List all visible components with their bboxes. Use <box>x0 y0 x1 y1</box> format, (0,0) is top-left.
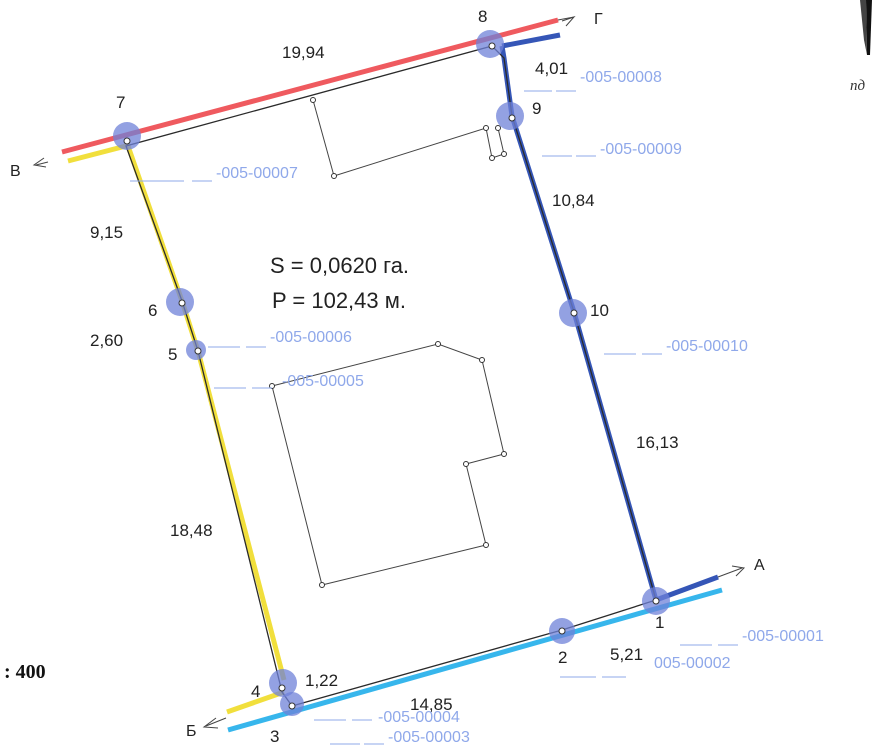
point-label-7: 7 <box>116 93 125 112</box>
arrow-v-line <box>35 161 49 166</box>
point-marker-8 <box>476 30 504 58</box>
distance-4-5: 18,48 <box>170 521 213 540</box>
point-marker-2 <box>549 618 575 644</box>
arrow-b-line <box>205 717 227 727</box>
point-label-2: 2 <box>558 648 567 667</box>
red-boundary-line <box>61 17 559 155</box>
point-code-1: -005-00001 <box>742 628 824 645</box>
arrow-a-icon <box>731 565 746 577</box>
distance-7-8: 19,94 <box>282 43 325 62</box>
point-marker-10 <box>559 299 587 327</box>
arrow-v-icon <box>32 157 47 168</box>
point-marker-9 <box>496 102 524 130</box>
point-code-9: -005-00009 <box>600 141 682 158</box>
direction-label-v: В <box>10 163 21 180</box>
cyan-boundary-line <box>227 587 723 733</box>
point-marker-5 <box>186 340 206 360</box>
distance-10-1: 16,13 <box>636 433 679 452</box>
point-marker-6 <box>166 288 194 316</box>
point-code-2: 005-00002 <box>654 655 731 672</box>
distance-1-2: 5,21 <box>610 645 643 664</box>
arrow-g-line <box>557 16 575 21</box>
distance-2-3: 14,85 <box>410 695 453 714</box>
building-outline-lower <box>271 343 505 586</box>
distance-8-9: 4,01 <box>535 59 568 78</box>
distance-3-4: 1,22 <box>305 671 338 690</box>
arrow-b-icon <box>202 717 219 729</box>
point-code-6: -005-00006 <box>270 329 352 346</box>
point-code-3: -005-00003 <box>388 729 470 746</box>
perimeter-label: P = 102,43 м. <box>272 288 406 313</box>
building-vertices <box>269 97 507 588</box>
distance-5-6: 2,60 <box>90 331 123 350</box>
point-code-4: -005-00004 <box>378 709 460 726</box>
yellow-boundary-tick <box>226 689 285 715</box>
yellow-boundary-line <box>67 143 287 681</box>
direction-label-g: Г <box>594 11 603 28</box>
point-code-5: -005-00005 <box>282 373 364 390</box>
point-marker-7 <box>113 122 141 150</box>
building-outline-upper <box>312 99 505 177</box>
point-label-6: 6 <box>148 301 157 320</box>
point-label-1: 1 <box>655 613 664 632</box>
point-marker-1 <box>642 587 670 615</box>
distance-9-10: 10,84 <box>552 191 595 210</box>
point-label-3: 3 <box>270 727 279 746</box>
point-label-9: 9 <box>532 99 541 118</box>
direction-label-a: А <box>754 557 765 574</box>
area-label: S = 0,0620 га. <box>270 253 409 278</box>
point-label-5: 5 <box>168 345 177 364</box>
direction-label-b: Б <box>186 723 197 740</box>
north-arrow-icon <box>860 0 872 55</box>
north-label-fragment: пд <box>850 78 866 94</box>
point-marker-4 <box>269 669 297 697</box>
distance-6-7: 9,15 <box>90 223 123 242</box>
arrow-a-line <box>717 567 743 578</box>
point-label-8: 8 <box>478 7 487 26</box>
point-label-4: 4 <box>251 682 260 701</box>
scale-label: : 400 <box>4 661 46 683</box>
point-code-10: -005-00010 <box>666 338 748 355</box>
blue-boundary-line <box>501 32 561 49</box>
point-label-10: 10 <box>590 301 609 320</box>
point-marker-3 <box>280 692 304 716</box>
point-code-7: -005-00007 <box>216 165 298 182</box>
point-code-8: -005-00008 <box>580 69 662 86</box>
